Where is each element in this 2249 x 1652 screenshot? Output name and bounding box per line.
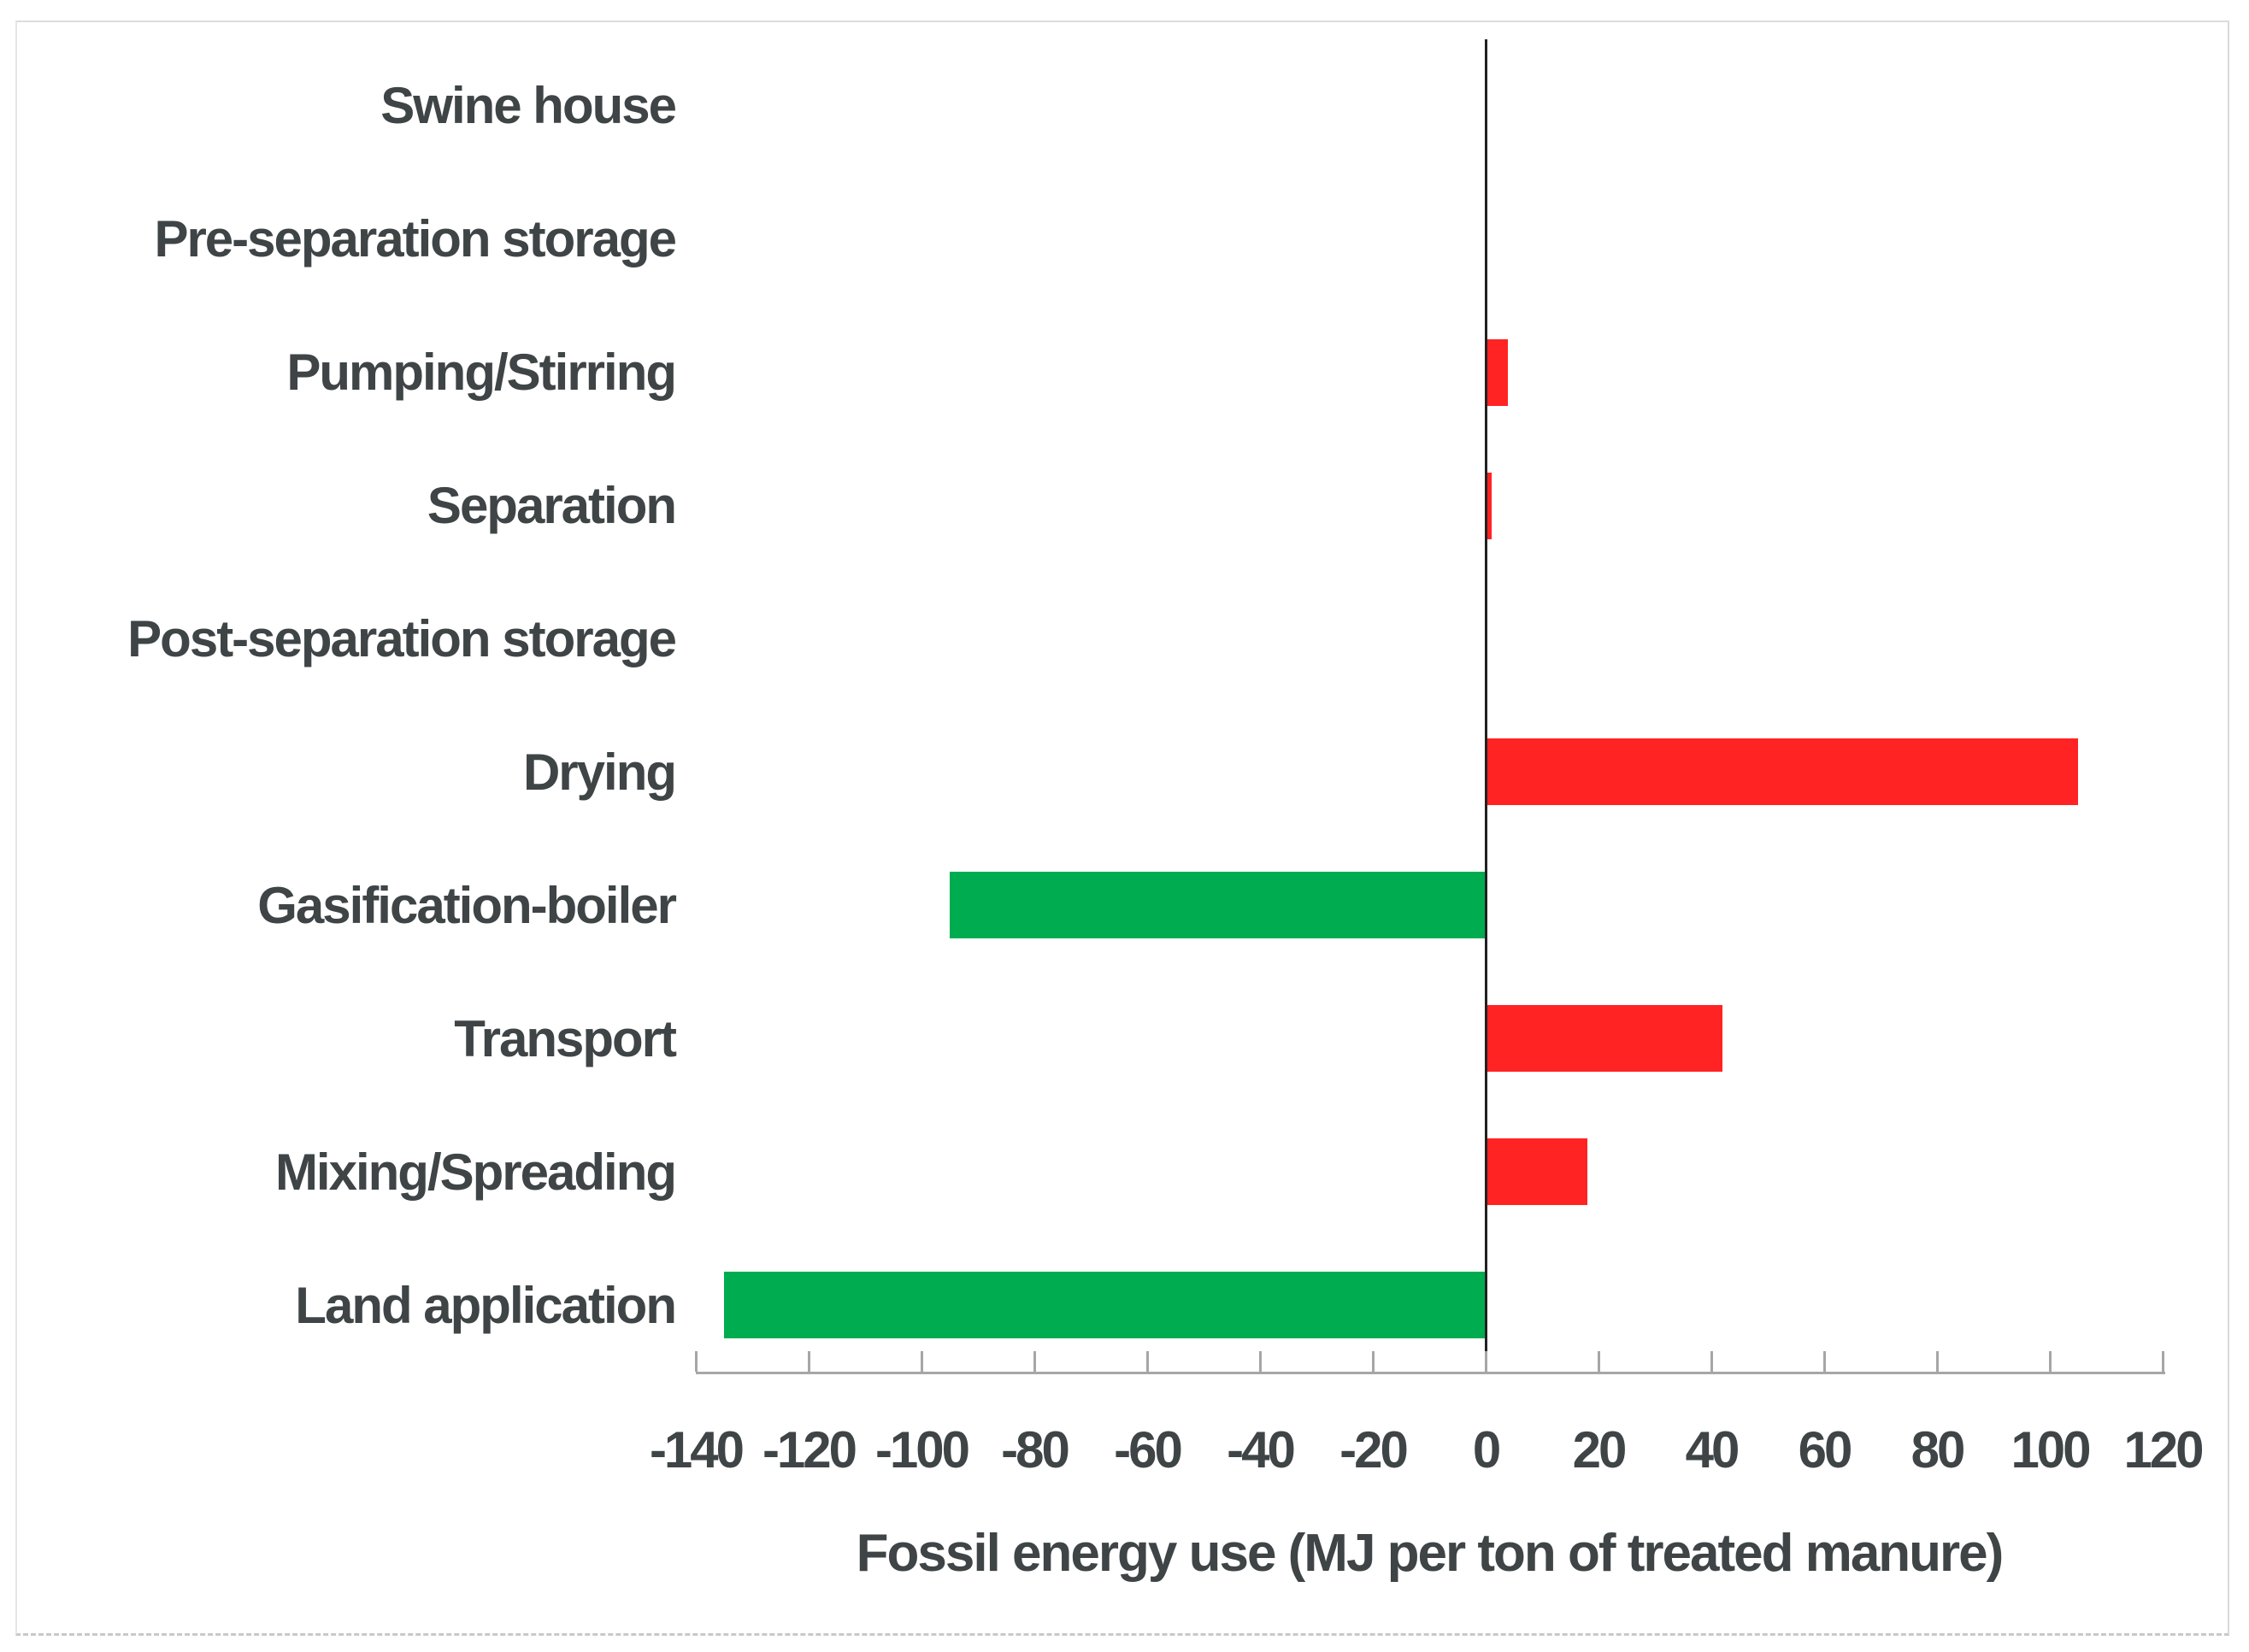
tick-label: 100 [2011, 1421, 2091, 1479]
tick-mark [1033, 1351, 1036, 1372]
tick-label: -60 [1114, 1421, 1183, 1479]
tick-mark [1822, 1351, 1826, 1372]
tick-label: -20 [1339, 1421, 1409, 1479]
bar-positive [1486, 738, 2078, 806]
category-label: Land application [295, 1276, 677, 1334]
tick-mark [1371, 1351, 1375, 1372]
category-label: Pumping/Stirring [286, 344, 677, 402]
category-label: Transport [454, 1009, 677, 1067]
category-label: Separation [427, 477, 677, 535]
tick-label: 120 [2123, 1421, 2204, 1479]
tick-label: -120 [762, 1421, 857, 1479]
bar-positive [1486, 1138, 1587, 1206]
bar-positive [1486, 1005, 1723, 1073]
tick-label: -140 [649, 1421, 745, 1479]
bar-positive [1486, 472, 1492, 539]
category-label: Pre-separation storage [154, 210, 677, 268]
category-label: Post-separation storage [127, 610, 677, 668]
tick-mark [1935, 1351, 1939, 1372]
bar-negative [724, 1272, 1486, 1339]
tick-label: -80 [1001, 1421, 1070, 1479]
tick-label: -40 [1227, 1421, 1296, 1479]
category-label: Mixing/Spreading [274, 1143, 677, 1201]
tick-label: 60 [1798, 1421, 1853, 1479]
category-label: Drying [522, 743, 677, 801]
bar-positive [1486, 338, 1509, 406]
tick-label: 40 [1685, 1421, 1740, 1479]
tick-label: -100 [874, 1421, 970, 1479]
tick-mark [1484, 1351, 1487, 1372]
category-label: Gasification-boiler [257, 876, 677, 934]
tick-label: 20 [1572, 1421, 1628, 1479]
tick-mark [1710, 1351, 1713, 1372]
category-label: Swine house [380, 77, 677, 135]
chart-card [15, 21, 2229, 1636]
tick-mark [1597, 1351, 1600, 1372]
tick-mark [920, 1351, 923, 1372]
tick-mark [2161, 1351, 2164, 1372]
zero-baseline [1484, 39, 1487, 1372]
tick-label: 0 [1472, 1421, 1501, 1479]
tick-mark [1258, 1351, 1262, 1372]
tick-mark [2048, 1351, 2052, 1372]
bar-negative [950, 872, 1486, 939]
tick-mark [807, 1351, 810, 1372]
tick-mark [694, 1351, 698, 1372]
tick-mark [1145, 1351, 1149, 1372]
x-axis-line [696, 1372, 2165, 1374]
tick-label: 80 [1910, 1421, 1966, 1479]
x-axis-title: Fossil energy use (MJ per ton of treated… [856, 1524, 2005, 1583]
